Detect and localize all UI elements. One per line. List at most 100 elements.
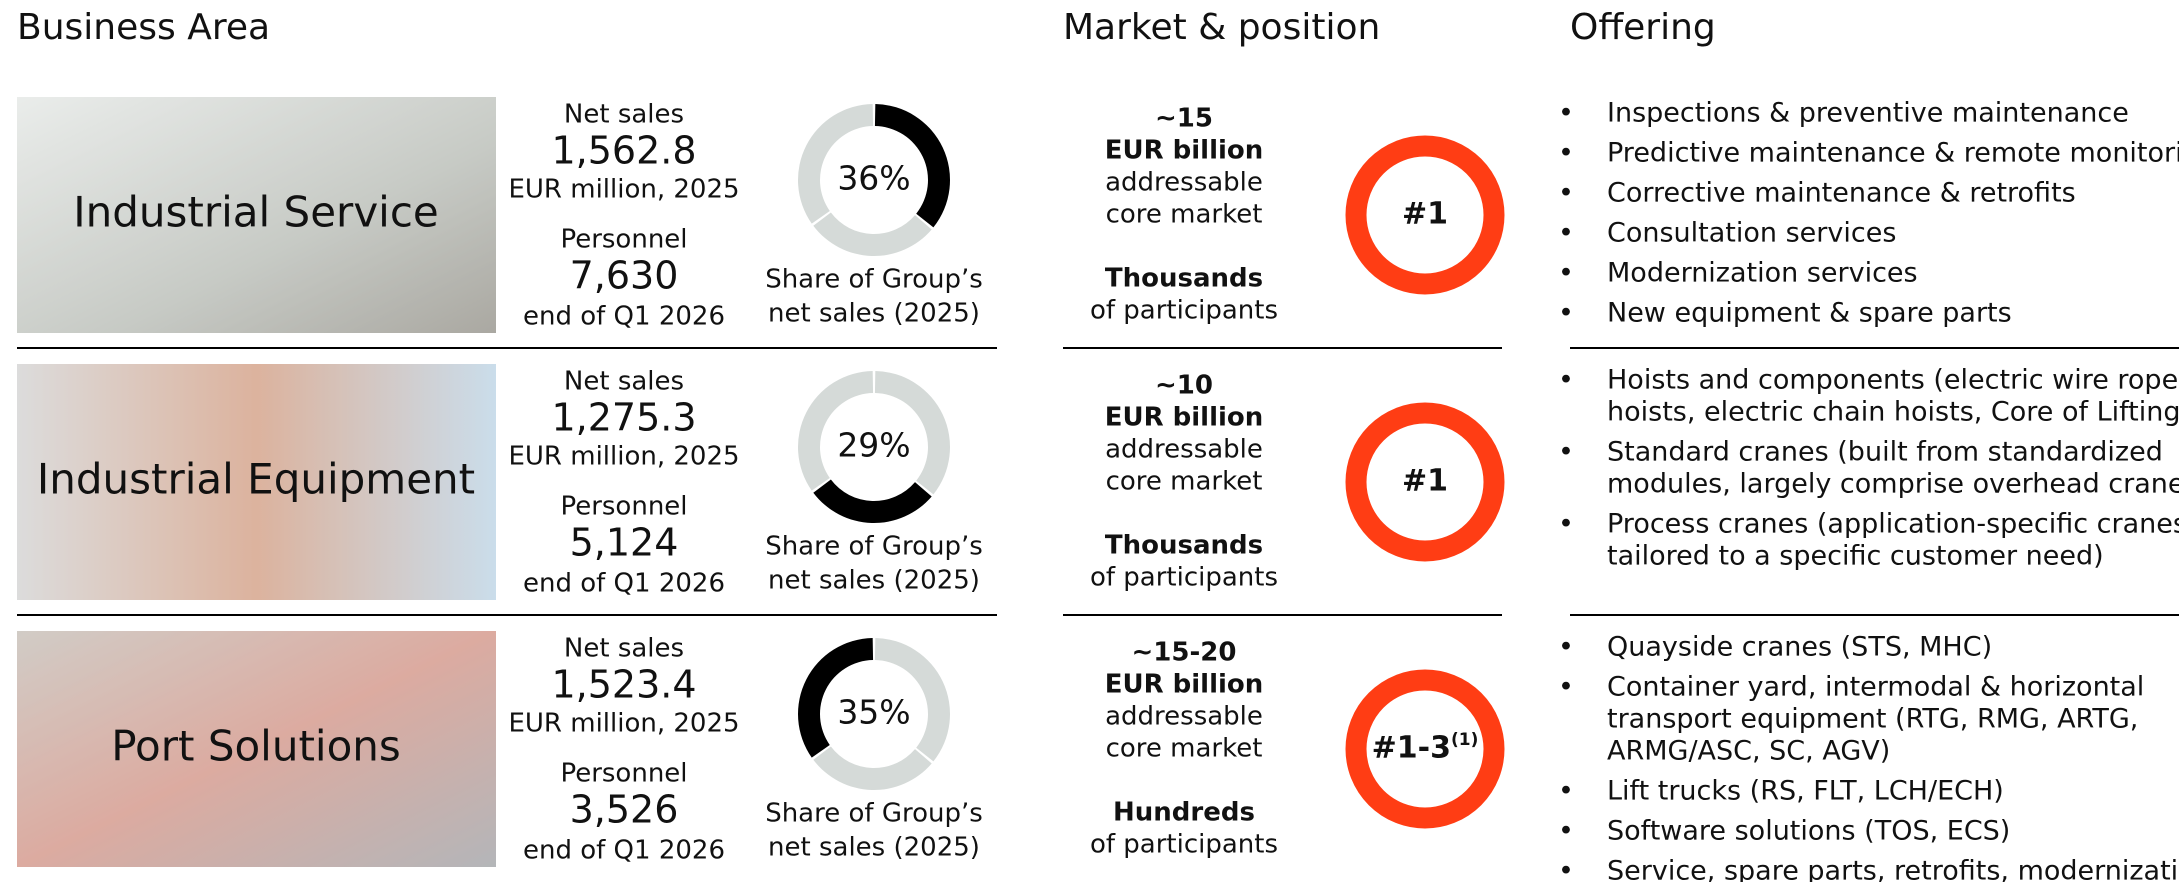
kpi-text: Net sales <box>564 634 684 664</box>
donut-segment <box>798 371 874 491</box>
row-image <box>17 97 496 333</box>
bullet: • <box>1558 178 1574 209</box>
offering-item: ARMG/ASC, SC, AGV) <box>1607 736 1890 767</box>
row-image <box>17 364 496 600</box>
market-desc: addressable <box>1105 168 1263 198</box>
participants: Thousands <box>1105 264 1263 294</box>
participants-desc: of participants <box>1090 830 1278 860</box>
image-veil <box>17 97 496 333</box>
market-size: ~15 <box>1155 104 1213 134</box>
kpi-text: 7,630 <box>570 254 679 298</box>
offering-item: New equipment & spare parts <box>1607 298 2012 329</box>
donut-segment <box>874 371 951 495</box>
share-caption: net sales (2025) <box>768 299 980 329</box>
market-size: ~10 <box>1155 371 1213 401</box>
kpi-text: EUR million, 2025 <box>508 175 739 205</box>
donut-segment <box>874 638 950 762</box>
donut-segment <box>813 479 932 523</box>
kpi-text: 1,523.4 <box>551 663 696 707</box>
kpi-text: end of Q1 2026 <box>523 569 725 599</box>
business-name: Port Solutions <box>111 722 401 771</box>
business-name: Industrial Equipment <box>37 455 475 504</box>
kpi-text: 1,562.8 <box>551 129 696 173</box>
offering-item: Hoists and components (electric wire rop… <box>1607 365 2178 396</box>
share-label: 35% <box>837 693 910 732</box>
share-caption: net sales (2025) <box>768 833 980 863</box>
offering-item: Consultation services <box>1607 218 1896 249</box>
market-desc: core market <box>1106 467 1263 497</box>
kpi-text: 3,526 <box>570 788 679 832</box>
participants: Thousands <box>1105 531 1263 561</box>
row-image <box>17 631 496 867</box>
offering-item: Process cranes (application-specific cra… <box>1607 509 2179 540</box>
image-veil <box>17 364 496 600</box>
market-desc: addressable <box>1105 435 1263 465</box>
share-caption: net sales (2025) <box>768 566 980 596</box>
business-name: Industrial Service <box>73 188 439 237</box>
offering-item: Predictive maintenance & remote monitori… <box>1607 138 2179 169</box>
position: #1-3(1) <box>1372 730 1479 766</box>
offering-item: Software solutions (TOS, ECS) <box>1607 816 2010 847</box>
market-desc: addressable <box>1105 702 1263 732</box>
market-unit: EUR billion <box>1105 670 1264 700</box>
bullet: • <box>1558 509 1574 540</box>
kpi-text: EUR million, 2025 <box>508 709 739 739</box>
offering-item: Service, spare parts, retrofits, moderni… <box>1607 856 2179 882</box>
offering-item: Modernization services <box>1607 258 1918 289</box>
bullet: • <box>1558 258 1574 289</box>
kpi-text: Net sales <box>564 100 684 130</box>
header: Business Area <box>17 7 270 48</box>
bullet: • <box>1558 816 1574 847</box>
kpi-text: 1,275.3 <box>551 396 696 440</box>
bullet: • <box>1558 672 1574 703</box>
offering-item: transport equipment (RTG, RMG, ARTG, <box>1607 704 2138 735</box>
bullet: • <box>1558 218 1574 249</box>
kpi-text: Personnel <box>560 225 687 255</box>
offering-item: hoists, electric chain hoists, Core of L… <box>1607 397 2179 428</box>
market-unit: EUR billion <box>1105 136 1264 166</box>
position: #1 <box>1402 197 1448 232</box>
offering-item: Standard cranes (built from standardized <box>1607 437 2163 468</box>
kpi-text: end of Q1 2026 <box>523 302 725 332</box>
share-caption: Share of Group’s <box>765 532 983 562</box>
offering-item: Corrective maintenance & retrofits <box>1607 178 2076 209</box>
kpi-text: Personnel <box>560 492 687 522</box>
kpi-text: end of Q1 2026 <box>523 836 725 866</box>
bullet: • <box>1558 632 1574 663</box>
donut-segment <box>813 746 932 791</box>
bullet: • <box>1558 138 1574 169</box>
donut-segment <box>813 212 932 256</box>
bullet: • <box>1558 298 1574 329</box>
offering-item: tailored to a specific customer need) <box>1607 541 2104 572</box>
position: #1 <box>1402 464 1448 499</box>
offering-item: Lift trucks (RS, FLT, LCH/ECH) <box>1607 776 2004 807</box>
participants: Hundreds <box>1113 798 1255 828</box>
offering-item: modules, largely comprise overhead crane… <box>1607 469 2179 500</box>
bullet: • <box>1558 365 1574 396</box>
market-size: ~15-20 <box>1132 638 1237 668</box>
share-caption: Share of Group’s <box>765 799 983 829</box>
kpi-text: Net sales <box>564 367 684 397</box>
position-ring <box>1345 669 1505 829</box>
offering-item: Quayside cranes (STS, MHC) <box>1607 632 1992 663</box>
participants-desc: of participants <box>1090 563 1278 593</box>
offering-item: Container yard, intermodal & horizontal <box>1607 672 2144 703</box>
share-label: 29% <box>837 426 910 465</box>
bullet: • <box>1558 776 1574 807</box>
position-ring <box>1345 402 1505 562</box>
image-veil <box>17 631 496 867</box>
market-unit: EUR billion <box>1105 403 1264 433</box>
position-note: (1) <box>1451 730 1478 750</box>
offering-item: Inspections & preventive maintenance <box>1607 98 2129 129</box>
header: Offering <box>1570 7 1716 48</box>
participants-desc: of participants <box>1090 296 1278 326</box>
share-caption: Share of Group’s <box>765 265 983 295</box>
market-desc: core market <box>1106 734 1263 764</box>
bullet: • <box>1558 437 1574 468</box>
share-label: 36% <box>837 159 910 198</box>
bullet: • <box>1558 98 1574 129</box>
header: Market & position <box>1063 7 1380 48</box>
kpi-text: Personnel <box>560 759 687 789</box>
position-ring <box>1345 135 1505 295</box>
